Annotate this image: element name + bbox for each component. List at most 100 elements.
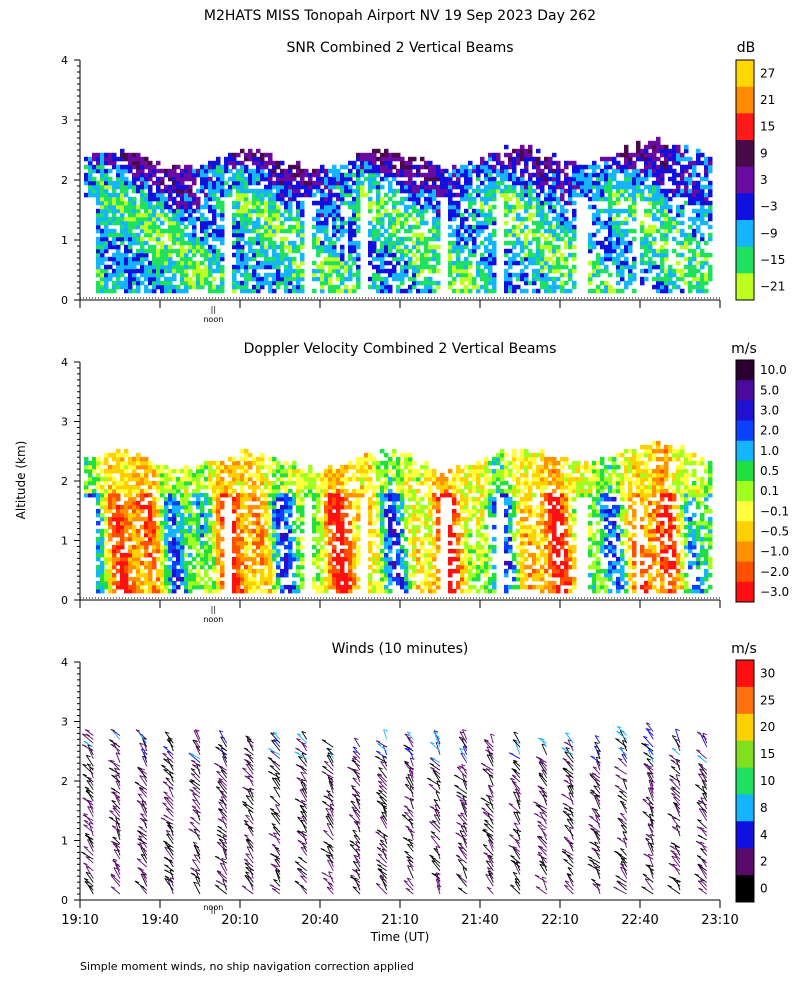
x-tick-label: 19:40 — [141, 913, 178, 928]
colorbar-swatch — [736, 113, 754, 141]
colorbar-swatch — [736, 86, 754, 114]
y-tick-label: 3 — [61, 416, 68, 429]
colorbar-label: −21 — [760, 280, 785, 294]
colorbar-label: 1.0 — [760, 444, 779, 458]
colorbar-swatch — [736, 713, 754, 741]
colorbar-label: −0.1 — [760, 504, 789, 518]
colorbar-swatch — [736, 140, 754, 167]
x-tick-label: 22:40 — [621, 913, 658, 928]
colorbar-swatch — [736, 541, 754, 562]
colorbar: 10.0 5.0 3.0 2.0 1.0 0.5 0.1 −0.1 −0.5 −1.0 −2.0 −3… — [735, 359, 789, 603]
colorbar-swatch — [736, 166, 754, 194]
colorbar-label: −2.0 — [760, 565, 789, 579]
colorbar-label: 2 — [760, 855, 768, 869]
plot-area — [80, 440, 720, 599]
colorbar-label: −15 — [760, 253, 785, 267]
colorbar-label: 0.1 — [760, 484, 779, 498]
colorbar-swatch — [736, 380, 754, 401]
colorbar-label: 21 — [760, 93, 775, 107]
colorbar-swatch — [736, 501, 754, 522]
colorbar-swatch — [736, 220, 754, 247]
colorbar-swatch — [736, 420, 754, 441]
colorbar-label: −3.0 — [760, 585, 789, 599]
colorbar-swatch — [736, 481, 754, 502]
y-tick-label: 0 — [61, 294, 68, 307]
panel-title-snr: SNR Combined 2 Vertical Beams — [286, 40, 513, 56]
colorbar-label: 15 — [760, 747, 775, 761]
y-tick-label: 4 — [61, 656, 68, 669]
x-tick-label: 23:10 — [701, 913, 738, 928]
colorbar-label: 10 — [760, 774, 775, 788]
x-tick-label: 19:10 — [61, 913, 98, 928]
colorbar-swatch — [736, 273, 754, 301]
y-tick-label: 1 — [61, 835, 68, 848]
x-axis-label: Time (UT) — [370, 930, 430, 944]
colorbar-swatch — [736, 767, 754, 795]
y-tick-label: 4 — [61, 356, 68, 369]
colorbar-label: 3.0 — [760, 403, 779, 417]
y-tick-label: 3 — [61, 716, 68, 729]
noon-marker: || — [211, 305, 216, 314]
y-tick-label: 2 — [61, 174, 68, 187]
x-tick-label: 22:10 — [541, 913, 578, 928]
footnote: Simple moment winds, no ship navigation … — [80, 960, 414, 973]
y-axis-label: Altitude (km) — [14, 441, 28, 520]
colorbar-label: −3 — [760, 200, 778, 214]
colorbar-unit-snr: dB — [737, 40, 756, 56]
colorbar-swatch — [736, 400, 754, 421]
noon-label: noon — [203, 903, 223, 912]
colorbar-label: 2.0 — [760, 424, 779, 438]
colorbar-swatch — [736, 740, 754, 768]
colorbar-label: −9 — [760, 226, 778, 240]
axes: 0 1 2 3 4 19:10 19:40 20:10 20:40 21:10 21:40 22:10… — [61, 656, 739, 928]
colorbar-label: 9 — [760, 146, 768, 160]
colorbar-swatch — [736, 460, 754, 482]
colorbar-label: 5.0 — [760, 383, 779, 397]
colorbar-swatch — [736, 821, 754, 849]
colorbar-swatch — [736, 561, 754, 583]
colorbar: 27 21 15 9 3 −3 −9 −15 −21 — [735, 59, 785, 301]
colorbar-unit-winds: m/s — [731, 641, 757, 657]
y-tick-label: 1 — [61, 535, 68, 548]
axes: 0 1 2 3 4 ||noon — [61, 54, 721, 324]
colorbar-label: 27 — [760, 66, 775, 80]
colorbar-label: 0.5 — [760, 464, 779, 478]
y-tick-label: 2 — [61, 775, 68, 788]
noon-marker: || — [211, 605, 216, 614]
figure-title: M2HATS MISS Tonopah Airport NV 19 Sep 20… — [204, 8, 596, 24]
plot-area — [81, 722, 708, 895]
noon-label: noon — [203, 315, 223, 324]
colorbar-label: 0 — [760, 882, 768, 896]
colorbar-swatch — [736, 193, 754, 221]
doppler-panel: Doppler Velocity Combined 2 Vertical Bea… — [61, 341, 789, 624]
y-tick-label: 0 — [61, 894, 68, 907]
colorbar-swatch — [736, 360, 754, 381]
colorbar-swatch — [736, 581, 754, 603]
colorbar-label: −0.5 — [760, 524, 789, 538]
colorbar-swatch — [736, 660, 754, 688]
colorbar-swatch — [736, 686, 754, 715]
colorbar-swatch — [736, 848, 754, 876]
colorbar-swatch — [736, 875, 754, 903]
y-tick-label: 2 — [61, 475, 68, 488]
x-tick-label: 21:40 — [461, 913, 498, 928]
panel-title-doppler: Doppler Velocity Combined 2 Vertical Bea… — [244, 341, 557, 357]
panel-title-winds: Winds (10 minutes) — [332, 641, 469, 657]
colorbar-label: 10.0 — [760, 363, 787, 377]
noon-marker: || — [211, 905, 216, 914]
colorbar-label: 30 — [760, 666, 775, 680]
colorbar-label: 3 — [760, 173, 768, 187]
colorbar-swatch — [736, 794, 754, 822]
colorbar-label: 20 — [760, 720, 775, 734]
colorbar-label: 8 — [760, 801, 768, 815]
axes: 0 1 2 3 4 ||noon — [61, 356, 721, 624]
colorbar-label: 25 — [760, 693, 775, 707]
plot-area — [80, 136, 720, 299]
y-tick-label: 1 — [61, 234, 68, 247]
x-tick-label: 21:10 — [381, 913, 418, 928]
colorbar-swatch — [736, 440, 754, 462]
colorbar-label: 15 — [760, 120, 775, 134]
y-tick-label: 0 — [61, 594, 68, 607]
